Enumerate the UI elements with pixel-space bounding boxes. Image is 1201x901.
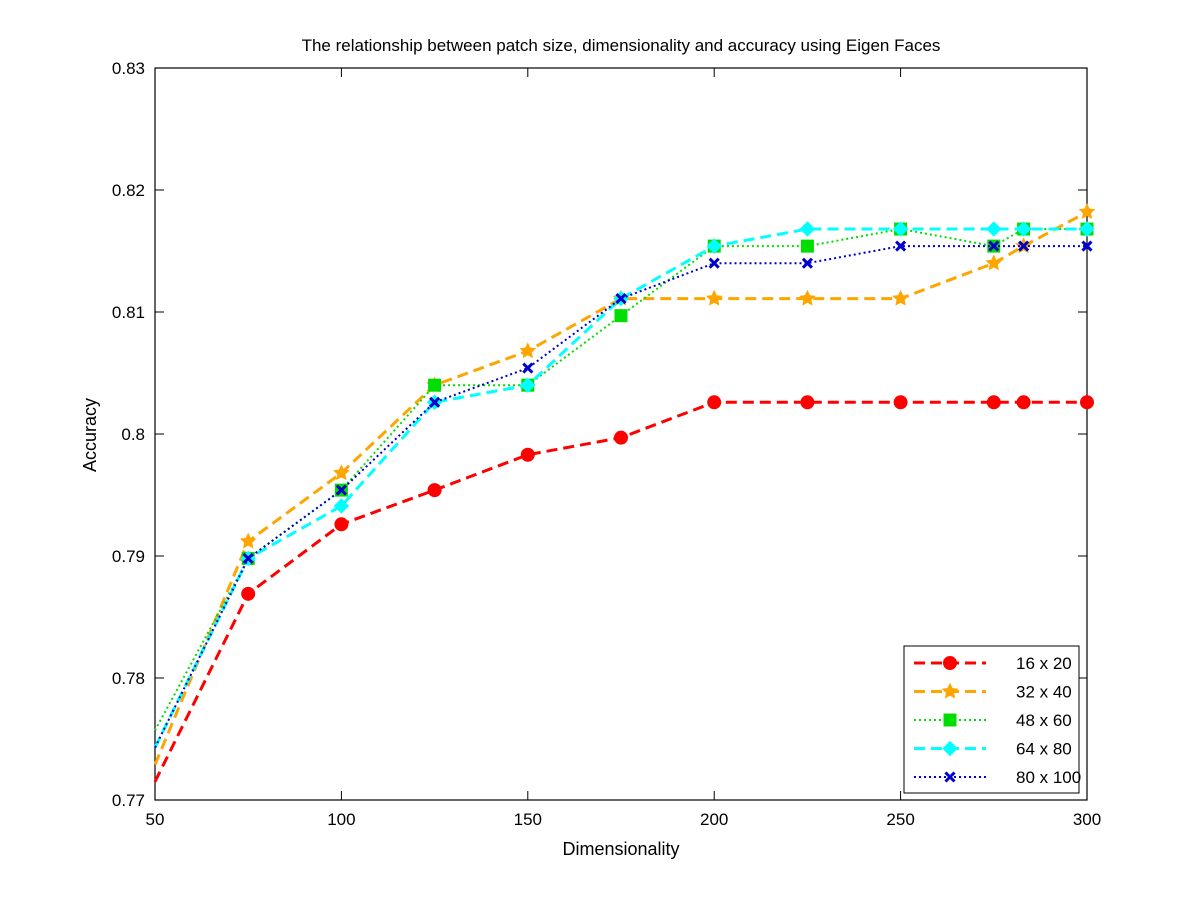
data-point bbox=[335, 484, 347, 496]
y-axis-title: Accuracy bbox=[80, 398, 100, 472]
data-point bbox=[614, 430, 628, 445]
y-tick-label: 0.8 bbox=[121, 425, 145, 444]
x-tick-label: 250 bbox=[886, 810, 914, 829]
legend-label: 64 x 80 bbox=[1016, 740, 1072, 759]
y-tick-label: 0.81 bbox=[112, 303, 145, 322]
data-point bbox=[429, 396, 441, 408]
data-point bbox=[986, 221, 1002, 237]
data-point bbox=[239, 532, 257, 549]
data-point bbox=[893, 395, 908, 410]
data-point bbox=[985, 254, 1003, 271]
data-point bbox=[520, 447, 535, 462]
data-point bbox=[519, 342, 537, 359]
data-point bbox=[1018, 240, 1030, 252]
data-point bbox=[520, 377, 536, 393]
data-point bbox=[707, 395, 722, 410]
data-point bbox=[800, 395, 815, 410]
legend-label: 80 x 100 bbox=[1016, 768, 1081, 787]
legend-marker bbox=[943, 713, 957, 727]
x-tick-label: 200 bbox=[700, 810, 728, 829]
data-point bbox=[799, 221, 816, 237]
data-point bbox=[1078, 203, 1096, 220]
data-point bbox=[1015, 221, 1032, 237]
y-tick-label: 0.79 bbox=[112, 547, 145, 566]
data-point bbox=[801, 257, 813, 269]
legend-label: 32 x 40 bbox=[1016, 683, 1072, 702]
y-tick-label: 0.77 bbox=[112, 791, 145, 810]
y-tick-label: 0.78 bbox=[112, 669, 145, 688]
series-80x100 bbox=[154, 240, 1093, 748]
y-tick-label: 0.82 bbox=[112, 181, 145, 200]
data-point bbox=[988, 240, 1000, 252]
data-point bbox=[241, 586, 256, 601]
data-point bbox=[428, 378, 442, 392]
series-line bbox=[154, 245, 1087, 748]
data-point bbox=[1016, 395, 1031, 410]
data-point bbox=[895, 240, 907, 252]
legend-label: 48 x 60 bbox=[1016, 711, 1072, 730]
data-point bbox=[1080, 395, 1094, 410]
legend-marker bbox=[943, 656, 957, 670]
x-tick-label: 100 bbox=[327, 810, 355, 829]
data-point bbox=[708, 257, 720, 269]
x-axis-title: Dimensionality bbox=[562, 839, 679, 859]
data-point bbox=[427, 483, 442, 498]
data-point bbox=[522, 362, 534, 374]
data-point bbox=[1079, 221, 1095, 237]
data-point bbox=[333, 464, 350, 481]
series-16x20 bbox=[153, 395, 1094, 783]
data-point bbox=[1081, 240, 1093, 252]
x-tick-label: 150 bbox=[514, 810, 542, 829]
legend-marker bbox=[942, 740, 958, 757]
y-tick-label: 0.83 bbox=[112, 59, 145, 78]
data-point bbox=[705, 289, 723, 306]
data-point bbox=[333, 498, 350, 514]
chart-title: The relationship between patch size, dim… bbox=[302, 36, 941, 55]
legend-label: 16 x 20 bbox=[1016, 654, 1072, 673]
legend-marker bbox=[944, 771, 956, 783]
data-point bbox=[334, 517, 349, 532]
data-point bbox=[800, 239, 814, 253]
data-point bbox=[799, 289, 816, 306]
legend-box bbox=[903, 645, 1080, 794]
data-point bbox=[706, 238, 722, 254]
data-point bbox=[986, 395, 1001, 410]
data-point bbox=[614, 309, 628, 323]
data-point bbox=[892, 289, 909, 306]
data-point bbox=[615, 293, 627, 305]
x-tick-label: 300 bbox=[1073, 810, 1101, 829]
data-point bbox=[242, 552, 254, 565]
legend-marker bbox=[941, 682, 959, 699]
legend: 16 x 20 32 x 40 48 x 60 64 x 80 80 x 100 bbox=[903, 645, 1081, 794]
x-tick-label: 50 bbox=[146, 810, 165, 829]
data-point bbox=[892, 221, 909, 237]
